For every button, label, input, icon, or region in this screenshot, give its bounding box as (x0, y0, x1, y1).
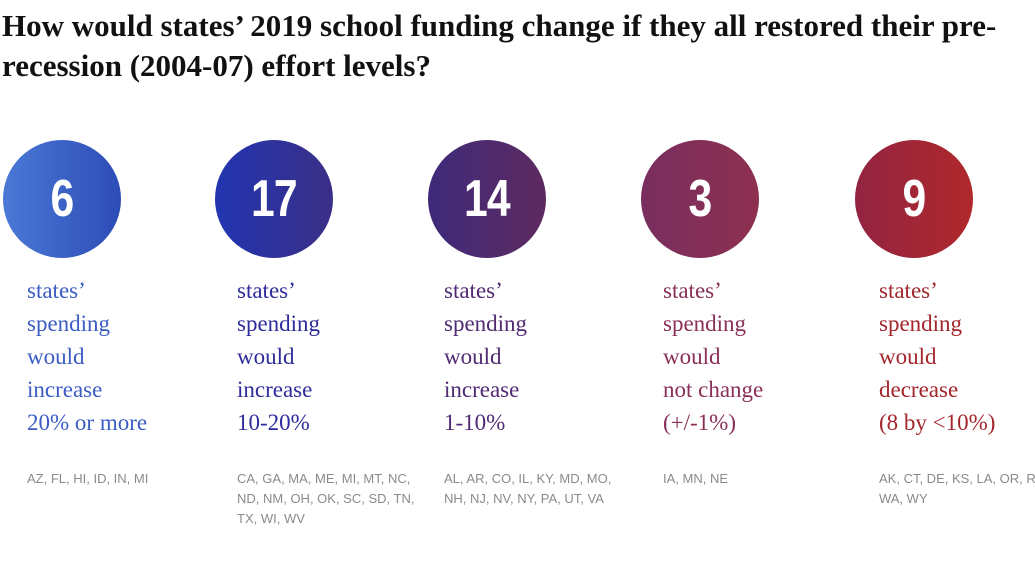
description-line: spending (27, 311, 111, 336)
description-line: states’ (27, 278, 86, 303)
description-line: increase (237, 377, 313, 402)
description-line: increase (27, 377, 103, 402)
category-description: states’ spending would decrease (8 by <1… (879, 274, 995, 439)
count-circle: 6 (3, 140, 121, 258)
description-line: would (879, 344, 937, 369)
category-description: states’ spending would increase 10-20% (237, 274, 320, 439)
state-list: AZ, FL, HI, ID, IN, MI (27, 471, 149, 486)
count-value: 14 (464, 170, 511, 228)
count-circle: 9 (855, 140, 973, 258)
state-list: CA, GA, MA, ME, MI, MT, NC, ND, NM, OH, … (237, 471, 415, 526)
description-line: decrease (879, 377, 959, 402)
category-increase-20-plus: 6 states’ spending would increase 20% or… (3, 140, 213, 550)
description-line: spending (663, 311, 747, 336)
description-line: not change (663, 377, 764, 402)
count-value: 6 (50, 170, 75, 228)
description-line: (+/-1%) (663, 410, 736, 435)
count-circle: 3 (641, 140, 759, 258)
description-line: spending (237, 311, 321, 336)
description-line: spending (879, 311, 963, 336)
chart-title: How would states’ 2019 school funding ch… (2, 8, 997, 83)
description-line: would (27, 344, 85, 369)
category-description: states’ spending would increase 20% or m… (27, 274, 147, 439)
count-value: 17 (251, 170, 298, 228)
state-list: AL, AR, CO, IL, KY, MD, MO, NH, NJ, NV, … (444, 471, 612, 506)
description-line: 20% or more (27, 410, 148, 435)
description-line: states’ (663, 278, 722, 303)
description-line: 10-20% (237, 410, 310, 435)
category-increase-10-20: 17 states’ spending would increase 10-20… (215, 140, 425, 550)
description-line: spending (444, 311, 528, 336)
count-circle: 17 (215, 140, 333, 258)
category-decrease: 9 states’ spending would decrease (8 by … (855, 140, 1035, 550)
description-line: (8 by <10%) (879, 410, 996, 435)
description-line: would (444, 344, 502, 369)
description-line: states’ (444, 278, 503, 303)
state-list: AK, CT, DE, KS, LA, OR, RI, WA, WY (879, 471, 1035, 506)
category-description: states’ spending would not change (+/-1%… (663, 274, 763, 439)
count-value: 3 (688, 170, 713, 228)
count-value: 9 (902, 170, 927, 228)
description-line: would (663, 344, 721, 369)
count-circle: 14 (428, 140, 546, 258)
description-line: increase (444, 377, 520, 402)
category-increase-1-10: 14 states’ spending would increase 1-10%… (428, 140, 638, 550)
category-description: states’ spending would increase 1-10% (444, 274, 527, 439)
state-list: IA, MN, NE (663, 471, 729, 486)
description-line: states’ (879, 278, 938, 303)
description-line: 1-10% (444, 410, 506, 435)
category-no-change: 3 states’ spending would not change (+/-… (641, 140, 851, 550)
description-line: would (237, 344, 295, 369)
description-line: states’ (237, 278, 296, 303)
